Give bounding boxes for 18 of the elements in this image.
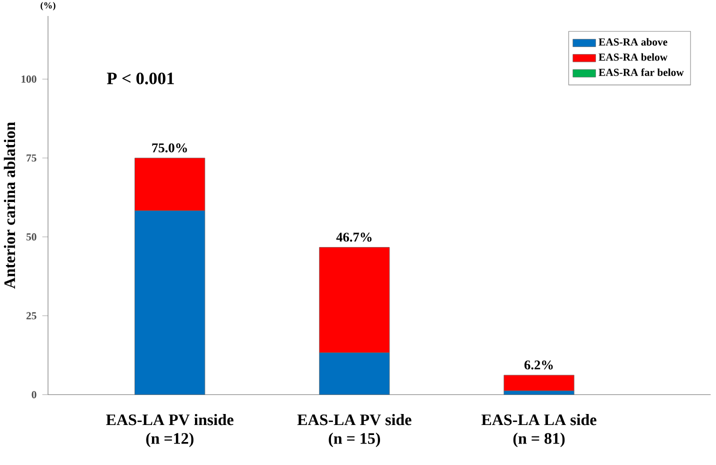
annotation: P < 0.001 [106,72,174,84]
total-label: 46.7% [336,232,372,242]
x-tick-label: EAS-LA PV inside (n =12) [106,414,234,447]
legend-label: EAS-RA far below [598,68,684,76]
y-tick-label: 25 [26,312,36,320]
legend-label: EAS-RA above [598,38,668,46]
total-label: 75.0% [152,143,187,152]
text: (%) [40,2,56,10]
y-tick-label: 100 [22,75,36,83]
y-tick-label: 50 [26,233,36,240]
y-tick-label: 75 [26,154,36,162]
bar [504,374,574,391]
y-tick-label: 0 [32,390,36,398]
y-axis-title: Anterior carina ablation [4,122,16,289]
x-tick-label: EAS-LA LA side (n = 81) [481,414,596,447]
legend-label: EAS-RA below [598,53,668,61]
x-tick-label: EAS-LA PV side (n = 15) [297,414,412,447]
total-label: 6.2% [524,360,553,370]
